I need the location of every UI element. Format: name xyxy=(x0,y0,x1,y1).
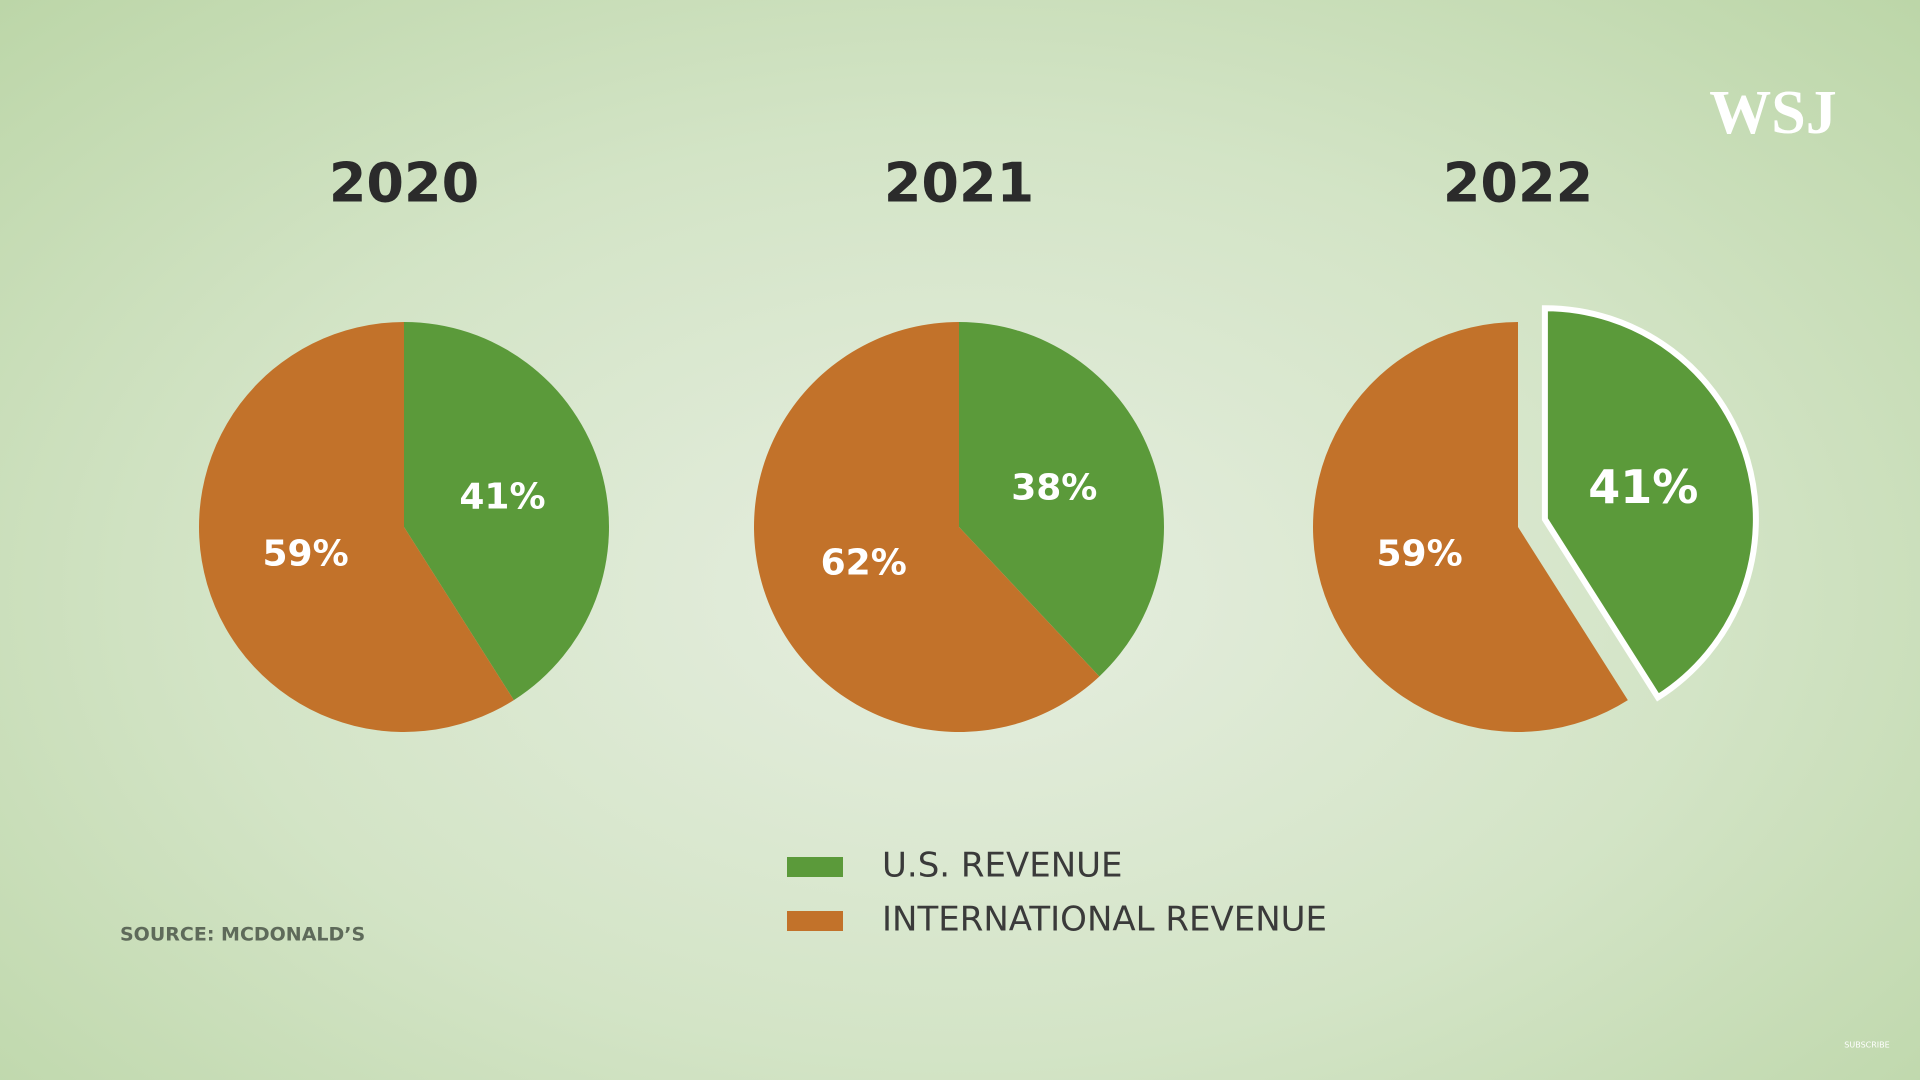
pie-slice xyxy=(959,322,1164,677)
pie-slice xyxy=(404,322,609,701)
legend-label: INTERNATIONAL REVENUE xyxy=(882,900,1327,940)
pie-title: 2022 xyxy=(1443,152,1593,215)
source: SOURCE: MCDONALD’S xyxy=(120,924,365,946)
legend-swatch xyxy=(787,911,843,931)
pie-title: 2020 xyxy=(329,152,479,215)
pie-title: 2021 xyxy=(884,152,1034,215)
logo: WSJ xyxy=(1709,79,1836,147)
pie-slice xyxy=(198,322,514,733)
legend-label: U.S. REVENUE xyxy=(882,846,1123,886)
legend-swatch xyxy=(787,857,843,877)
subscribe: SUBSCRIBE xyxy=(1844,1041,1889,1050)
pie-slice xyxy=(1541,305,1759,702)
value-label: 38% xyxy=(1011,467,1097,508)
pie-slice xyxy=(754,322,1100,733)
pie-slice xyxy=(1312,322,1628,732)
value-label: 41% xyxy=(1588,460,1698,514)
value-label: 59% xyxy=(1376,534,1462,575)
value-label: 62% xyxy=(821,543,907,584)
value-label: 59% xyxy=(262,534,348,575)
value-label: 41% xyxy=(459,476,545,517)
